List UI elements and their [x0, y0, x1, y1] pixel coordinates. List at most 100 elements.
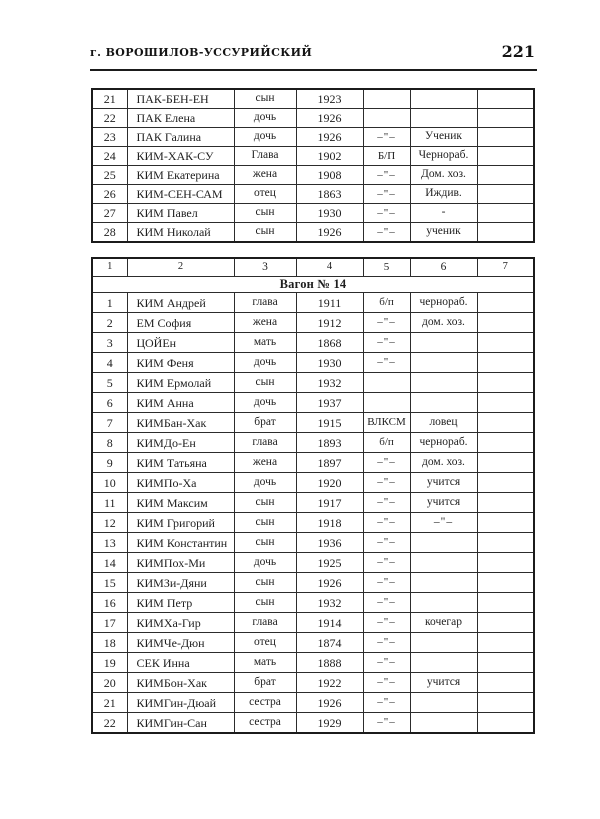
occupation-cell	[409, 372, 478, 393]
birth-year-cell: 1868	[295, 332, 364, 353]
relation-cell: дочь	[233, 352, 297, 373]
table-row: 9 КИМ Татьяна жена 1897 –"– дом. хоз.	[91, 452, 535, 473]
row-number-cell: 21	[91, 692, 128, 713]
relation-cell: сын	[233, 88, 297, 109]
birth-year-cell: 1926	[295, 222, 364, 243]
party-affiliation-cell: –"–	[362, 572, 411, 593]
row-number-cell: 15	[91, 572, 128, 593]
header-rule	[90, 69, 537, 71]
birth-year-cell: 1863	[295, 184, 364, 204]
party-affiliation-cell: –"–	[362, 222, 411, 243]
relation-cell: дочь	[233, 108, 297, 128]
row-number-cell: 27	[91, 203, 128, 223]
relation-cell: жена	[233, 165, 297, 185]
relation-cell: глава	[233, 292, 297, 313]
birth-year-cell: 1918	[295, 512, 364, 533]
relation-cell: дочь	[233, 127, 297, 147]
occupation-cell: -	[409, 203, 478, 223]
page-number: 221	[501, 42, 535, 61]
table-row: 10 КИМПо-Ха дочь 1920 –"– учится	[91, 472, 535, 493]
birth-year-cell: 1912	[295, 312, 364, 333]
row-number-cell: 1	[91, 292, 128, 313]
running-header: г. ВОРОШИЛОВ-УССУРИЙСКИЙ 221	[90, 42, 537, 66]
name-cell: КИМ-СЕН-САМ	[126, 184, 235, 204]
party-affiliation-cell: –"–	[362, 492, 411, 513]
name-cell: КИМ Николай	[126, 222, 235, 243]
party-affiliation-cell	[362, 88, 411, 109]
name-cell: КИМ-ХАК-СУ	[126, 146, 235, 166]
relation-cell: глава	[233, 432, 297, 453]
column-number: 4	[295, 257, 364, 277]
party-affiliation-cell: –"–	[362, 472, 411, 493]
birth-year-cell: 1908	[295, 165, 364, 185]
wagon-section-row: Вагон № 14	[91, 276, 535, 293]
birth-year-cell: 1922	[295, 672, 364, 693]
column-number: 2	[126, 257, 235, 277]
party-affiliation-cell	[362, 108, 411, 128]
note-cell	[476, 352, 535, 373]
table-row: 14 КИМПох-Ми дочь 1925 –"–	[91, 552, 535, 573]
birth-year-cell: 1923	[295, 88, 364, 109]
occupation-cell: –"–	[409, 512, 478, 533]
name-cell: КИМ Ермолай	[126, 372, 235, 393]
note-cell	[476, 412, 535, 433]
relation-cell: мать	[233, 652, 297, 673]
occupation-cell	[409, 532, 478, 553]
birth-year-cell: 1893	[295, 432, 364, 453]
table-row: 21 КИМГин-Дюай сестра 1926 –"–	[91, 692, 535, 713]
row-number-cell: 6	[91, 392, 128, 413]
party-affiliation-cell	[362, 392, 411, 413]
note-cell	[476, 292, 535, 313]
name-cell: КИМБан-Хак	[126, 412, 235, 433]
table-row: 28 КИМ Николай сын 1926 –"– ученик	[91, 222, 535, 243]
note-cell	[476, 672, 535, 693]
occupation-cell: Иждив.	[409, 184, 478, 204]
name-cell: ПАК Елена	[126, 108, 235, 128]
table-row: 4 КИМ Феня дочь 1930 –"–	[91, 352, 535, 373]
note-cell	[476, 452, 535, 473]
name-cell: КИМ Григорий	[126, 512, 235, 533]
column-number: 1	[91, 257, 128, 277]
occupation-cell: дом. хоз.	[409, 452, 478, 473]
occupation-cell: Ученик	[409, 127, 478, 147]
name-cell: КИМЧе-Дюн	[126, 632, 235, 653]
row-number-cell: 17	[91, 612, 128, 633]
name-cell: КИМ Анна	[126, 392, 235, 413]
column-number: 5	[362, 257, 411, 277]
row-number-cell: 20	[91, 672, 128, 693]
relation-cell: отец	[233, 632, 297, 653]
row-number-cell: 4	[91, 352, 128, 373]
table-row: 7 КИМБан-Хак брат 1915 ВЛКСМ ловец	[91, 412, 535, 433]
table-row: 18 КИМЧе-Дюн отец 1874 –"–	[91, 632, 535, 653]
name-cell: КИМ Павел	[126, 203, 235, 223]
note-cell	[476, 512, 535, 533]
row-number-cell: 18	[91, 632, 128, 653]
occupation-cell: Дом. хоз.	[409, 165, 478, 185]
table-row: 25 КИМ Екатерина жена 1908 –"– Дом. хоз.	[91, 165, 535, 185]
party-affiliation-cell: –"–	[362, 532, 411, 553]
row-number-cell: 16	[91, 592, 128, 613]
occupation-cell	[409, 352, 478, 373]
party-affiliation-cell: –"–	[362, 672, 411, 693]
relation-cell: дочь	[233, 472, 297, 493]
note-cell	[476, 432, 535, 453]
note-cell	[476, 472, 535, 493]
occupation-cell: чернораб.	[409, 432, 478, 453]
relation-cell: сын	[233, 372, 297, 393]
column-number: 6	[409, 257, 478, 277]
party-affiliation-cell: Б/П	[362, 146, 411, 166]
note-cell	[476, 203, 535, 223]
party-affiliation-cell: –"–	[362, 127, 411, 147]
occupation-cell	[409, 592, 478, 613]
table-row: 3 ЦОЙЕн мать 1868 –"–	[91, 332, 535, 353]
table-row: 6 КИМ Анна дочь 1937	[91, 392, 535, 413]
note-cell	[476, 372, 535, 393]
birth-year-cell: 1937	[295, 392, 364, 413]
row-number-cell: 3	[91, 332, 128, 353]
table-row: 16 КИМ Петр сын 1932 –"–	[91, 592, 535, 613]
row-number-cell: 23	[91, 127, 128, 147]
name-cell: КИМДо-Ен	[126, 432, 235, 453]
party-affiliation-cell: –"–	[362, 452, 411, 473]
row-number-cell: 22	[91, 108, 128, 128]
party-affiliation-cell: –"–	[362, 632, 411, 653]
